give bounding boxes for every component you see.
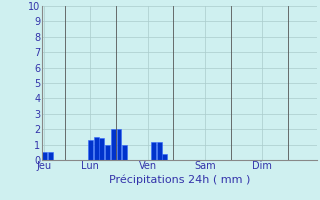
Bar <box>111 129 116 160</box>
Bar <box>122 145 127 160</box>
Bar <box>88 140 93 160</box>
Bar <box>163 154 167 160</box>
Bar <box>151 142 156 160</box>
Bar <box>100 138 104 160</box>
Bar <box>42 152 47 160</box>
Bar <box>105 145 110 160</box>
Bar <box>94 137 99 160</box>
Bar <box>116 129 121 160</box>
Bar <box>157 142 162 160</box>
Bar <box>48 152 52 160</box>
X-axis label: Précipitations 24h ( mm ): Précipitations 24h ( mm ) <box>108 174 250 185</box>
